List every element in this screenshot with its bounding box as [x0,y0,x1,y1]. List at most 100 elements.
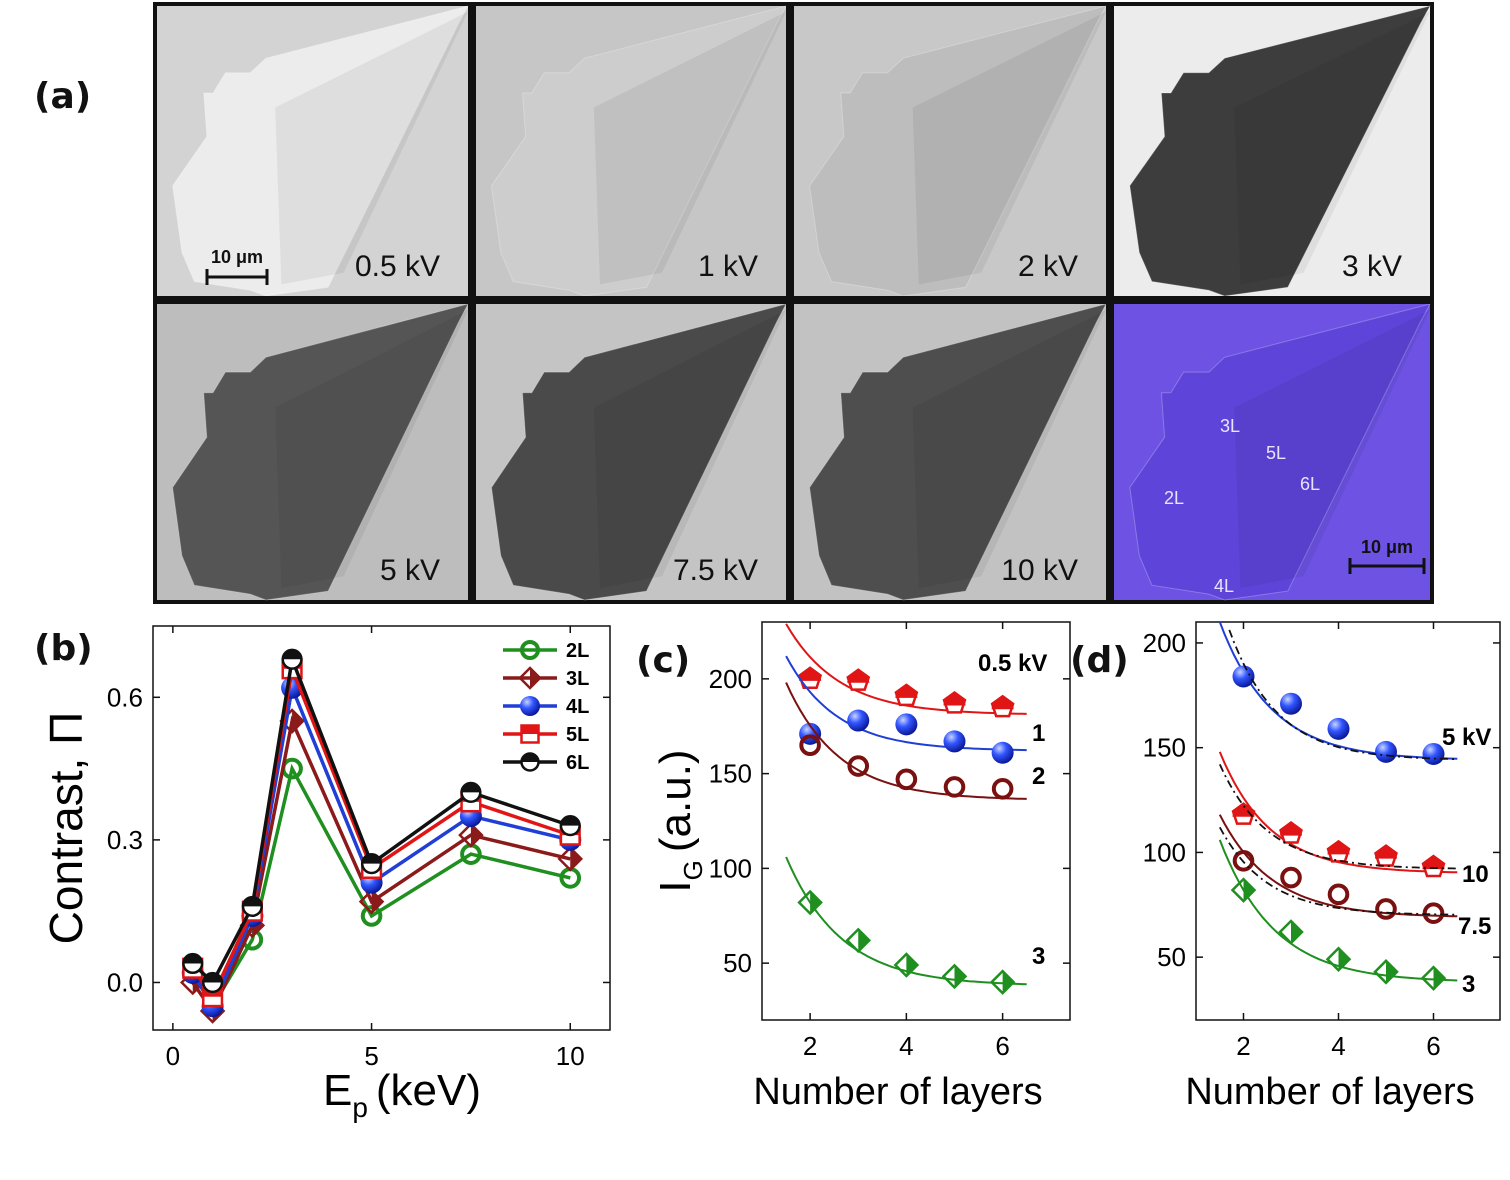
flake-layer-region [1234,11,1430,285]
marker-fill [521,725,539,734]
sem-image-grid: 0.5 kV 10 μm 1 kV 2 kV 3 kV 5 kV 7.5 kV 10 kV 10… [153,2,1434,604]
fit-curve [785,655,1027,752]
marker-shape [1422,742,1445,765]
flake-shape [172,303,469,601]
marker-fill [371,890,383,913]
data-point [182,952,204,975]
x-tick-label: 0 [166,1041,180,1071]
image-tile: 10 μm 3L 5L 6L 2L 4L [1114,303,1431,601]
legend-label: 2L [566,640,589,662]
marker-fill [521,753,539,762]
voltage-label: 7.5 kV [673,554,758,587]
data-point [942,690,967,714]
flake-shape [809,5,1107,297]
data-point [1280,866,1302,889]
marker-fill [1327,841,1350,855]
flake-layer-region [1234,309,1430,589]
marker-shape [1232,665,1255,688]
image-tile: 2 kV [794,5,1107,297]
y-axis-label: Contrast, Π [40,712,92,945]
marker-shape [991,777,1014,800]
marker-shape [1280,692,1302,715]
data-point [991,741,1014,764]
marker-fill [954,965,966,988]
legend-label: 3L [566,668,589,690]
marker-shape [520,640,540,660]
data-point [1327,717,1350,740]
legend-marker [520,696,540,716]
voltage-label: 10 kV [1001,554,1078,587]
panel-label-c: (c) [636,640,691,681]
data-point [1232,665,1255,688]
data-point [1327,883,1350,906]
data-point [1374,844,1398,867]
y-tick-label: 200 [1143,628,1186,658]
data-point [1373,959,1399,985]
legend-label: 4L [566,696,589,718]
data-point [1325,946,1352,973]
marker-fill [1433,967,1445,990]
data-point [847,755,870,777]
data-point [1278,919,1304,945]
marker-fill [530,668,540,688]
data-point [460,781,482,803]
y-tick-label: 0.6 [107,682,143,712]
data-point [797,889,823,916]
marker-fill [362,854,381,864]
layer-label: 3L [1220,416,1240,436]
data-point [895,768,918,791]
marker-fill [991,696,1014,710]
marker-fill [282,649,302,660]
data-point [458,822,484,848]
marker-shape [895,713,918,736]
marker-shape [1232,850,1255,872]
marker-shape [1375,898,1397,920]
image-tile: 10 kV [794,303,1107,601]
data-point [281,648,303,670]
data-point [990,694,1015,718]
series-label: 2 [1032,763,1045,790]
series-label: 1 [1032,720,1045,747]
marker-fill [1291,921,1302,944]
data-point [989,969,1016,995]
flake-layer-region [912,309,1106,589]
x-axis-label: Number of layers [1185,1071,1474,1113]
grid-divider [153,296,1434,304]
scale-bar-label: 10 μm [211,247,263,267]
layer-label: 4L [1214,576,1234,596]
voltage-label: 5 kV [380,554,440,587]
marker-shape [520,696,540,716]
layer-label: 6L [1300,474,1320,494]
marker-fill [560,816,580,826]
series-3: 3 [1218,839,1475,998]
data-point [991,777,1014,800]
marker-shape [943,730,966,753]
x-tick-label: 6 [995,1031,1009,1061]
voltage-label: 1 kV [698,250,758,283]
panel-label-d: (d) [1070,640,1129,681]
y-tick-label: 150 [709,759,752,789]
flake-shape [490,303,787,601]
data-point [845,927,872,954]
reference-curve [1228,629,1458,761]
data-point [943,730,966,753]
series-6L [182,648,581,994]
marker-shape [847,709,870,732]
intensity-chart-d: 2 4 6 50 100 150 200 5 kV 10 7.5 3 Number of layers [1143,621,1501,1113]
flake-layer-region [593,11,786,285]
image-tile: 3 kV [1114,5,1431,297]
fit-curve [1218,814,1458,918]
marker-shape [943,776,966,798]
voltage-label: 3 kV [1342,250,1402,283]
y-tick-label: 50 [723,948,752,978]
data-point [799,734,821,756]
series-label: 5 kV [1442,724,1491,751]
marker-fill [1338,948,1350,971]
series-label: 7.5 [1458,913,1491,940]
image-tile: 7.5 kV [476,303,787,601]
x-tick-label: 5 [364,1041,378,1071]
data-point [941,963,968,990]
flake-layer-region [593,309,786,589]
x-tick-label: 2 [1236,1031,1250,1061]
